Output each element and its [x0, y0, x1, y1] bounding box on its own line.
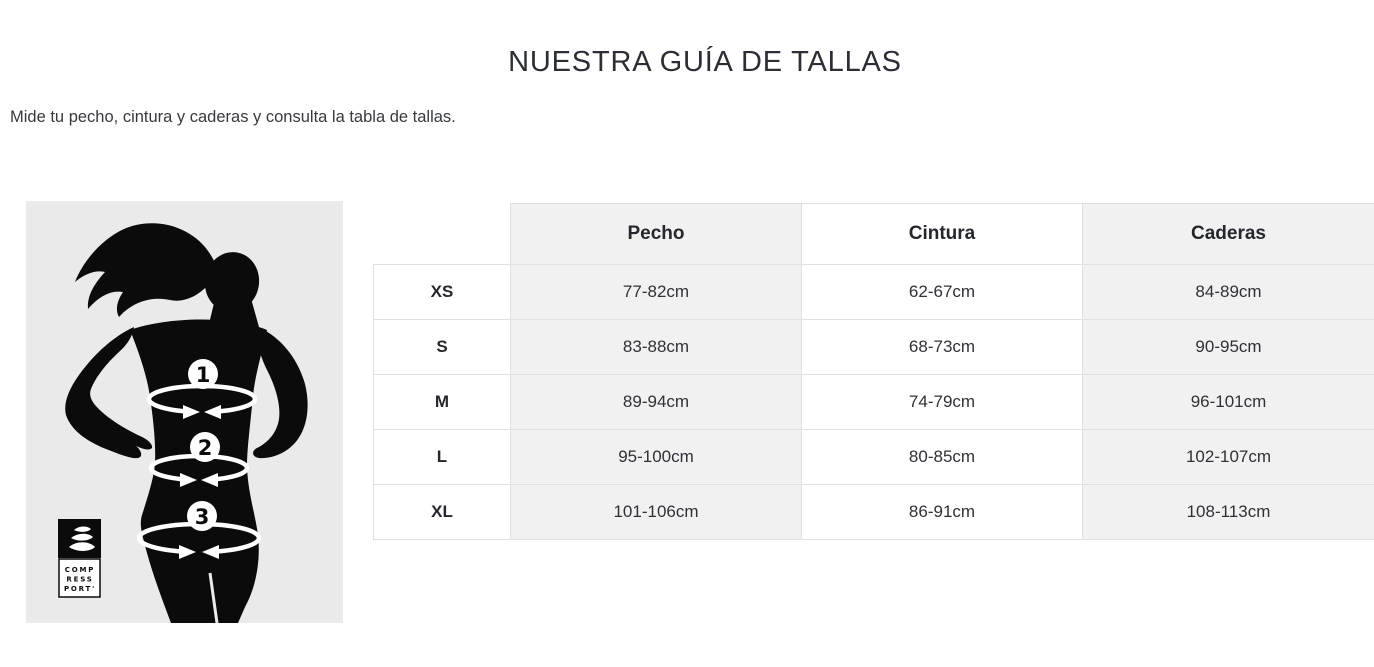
ponytail-shape	[75, 223, 214, 317]
left-arm-shape	[65, 327, 153, 459]
compressport-logo: COMP RESS PORT'	[58, 519, 101, 598]
svg-text:PORT': PORT'	[64, 585, 96, 593]
value-s-caderas: 90-95cm	[1082, 319, 1374, 375]
measurement-marker-2: 2	[190, 432, 220, 462]
value-xl-caderas: 108-113cm	[1082, 484, 1374, 540]
value-l-cintura: 80-85cm	[801, 429, 1083, 485]
table-row-l: L 95-100cm 80-85cm 102-107cm	[373, 429, 1374, 485]
value-m-cintura: 74-79cm	[801, 374, 1083, 430]
right-arm-shape	[253, 327, 308, 459]
column-header-cintura: Cintura	[801, 203, 1083, 265]
size-table: Pecho Cintura Caderas XS 77-82cm 62-67cm…	[373, 203, 1374, 540]
size-label-m: M	[373, 374, 511, 430]
runner-silhouette-illustration: 1 2 3 COMP RESS PORT'	[58, 223, 308, 623]
svg-text:1: 1	[196, 363, 211, 387]
svg-text:3: 3	[195, 505, 210, 529]
value-xs-pecho: 77-82cm	[510, 264, 802, 320]
table-row-xs: XS 77-82cm 62-67cm 84-89cm	[373, 264, 1374, 320]
column-header-caderas: Caderas	[1082, 203, 1374, 265]
table-header-row: Pecho Cintura Caderas	[373, 203, 1374, 265]
corner-cell	[373, 203, 511, 265]
value-l-caderas: 102-107cm	[1082, 429, 1374, 485]
svg-text:RESS: RESS	[66, 576, 93, 584]
size-label-xl: XL	[373, 484, 511, 540]
table-row-s: S 83-88cm 68-73cm 90-95cm	[373, 319, 1374, 375]
compressport-swirl-icon	[69, 526, 95, 551]
value-m-caderas: 96-101cm	[1082, 374, 1374, 430]
page-subtitle: Mide tu pecho, cintura y caderas y consu…	[10, 108, 456, 126]
table-row-xl: XL 101-106cm 86-91cm 108-113cm	[373, 484, 1374, 540]
size-label-xs: XS	[373, 264, 511, 320]
leg-separator	[208, 572, 219, 623]
value-m-pecho: 89-94cm	[510, 374, 802, 430]
measurement-marker-3: 3	[187, 501, 217, 531]
svg-text:2: 2	[198, 436, 213, 460]
value-l-pecho: 95-100cm	[510, 429, 802, 485]
value-s-pecho: 83-88cm	[510, 319, 802, 375]
size-label-l: L	[373, 429, 511, 485]
svg-text:COMP: COMP	[65, 566, 95, 574]
value-xs-cintura: 62-67cm	[801, 264, 1083, 320]
value-s-cintura: 68-73cm	[801, 319, 1083, 375]
column-header-pecho: Pecho	[510, 203, 802, 265]
size-label-s: S	[373, 319, 511, 375]
value-xl-cintura: 86-91cm	[801, 484, 1083, 540]
waist-measure-ellipse	[148, 453, 250, 488]
measurement-figure-panel: 1 2 3 COMP RESS PORT'	[26, 201, 343, 623]
value-xl-pecho: 101-106cm	[510, 484, 802, 540]
measurement-marker-1: 1	[188, 359, 218, 389]
page-title: NUESTRA GUÍA DE TALLAS	[508, 46, 902, 78]
torso-legs-shape	[130, 319, 267, 623]
value-xs-caderas: 84-89cm	[1082, 264, 1374, 320]
table-row-m: M 89-94cm 74-79cm 96-101cm	[373, 374, 1374, 430]
